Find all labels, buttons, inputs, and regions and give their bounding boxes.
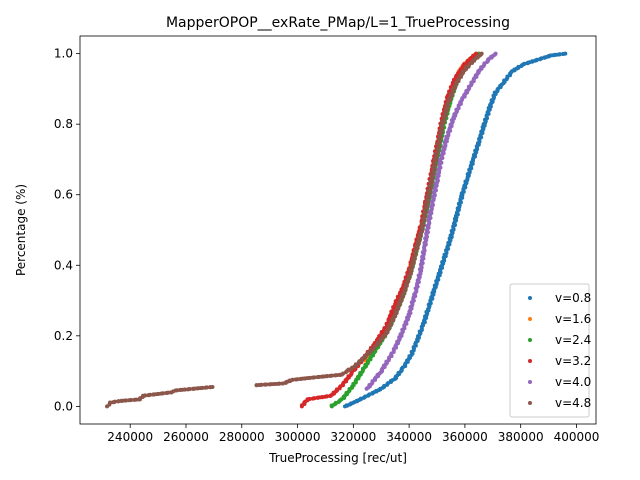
series-v=4.0 [364, 51, 498, 391]
legend-marker [528, 380, 532, 384]
data-point [563, 51, 568, 56]
legend-label: v=2.4 [555, 333, 591, 347]
data-point [156, 391, 161, 396]
data-point [367, 392, 372, 397]
data-point [166, 390, 171, 395]
data-point [307, 375, 312, 380]
x-tick-label: 320000 [330, 430, 376, 444]
data-point [317, 374, 322, 379]
series-v=0.8 [342, 51, 568, 409]
legend: v=0.8 v=1.6 v=2.4 v=3.2 v=4.0 v=4.8 [509, 283, 591, 418]
x-axis: 240000 260000 280000 300000 320000 340000 3600… [107, 424, 599, 444]
data-point [129, 397, 134, 402]
data-point [329, 373, 334, 378]
data-point [307, 396, 312, 401]
data-point [116, 399, 121, 404]
data-point [175, 388, 180, 393]
chart-title: MapperOPOP__exRate_PMap/L=1_TrueProcessi… [166, 15, 510, 31]
data-point [161, 391, 166, 396]
data-point [312, 396, 317, 401]
legend-label: v=0.8 [555, 291, 591, 305]
data-point [112, 399, 117, 404]
legend-label: v=1.6 [555, 312, 591, 326]
y-tick-label: 1.0 [54, 47, 73, 61]
data-point [557, 52, 562, 57]
series-v=4.8 [105, 51, 484, 409]
legend-marker [528, 296, 532, 300]
y-tick-label: 0.0 [54, 399, 73, 413]
y-tick-label: 0.2 [54, 329, 73, 343]
x-tick-label: 360000 [442, 430, 488, 444]
legend-marker [528, 338, 532, 342]
data-point [333, 400, 338, 405]
x-tick-label: 300000 [275, 430, 321, 444]
data-point [325, 394, 330, 399]
legend-marker [528, 317, 532, 321]
data-point [200, 385, 205, 390]
data-point [295, 377, 300, 382]
data-point [534, 57, 539, 62]
data-point [264, 382, 269, 387]
plot-area [105, 51, 568, 409]
data-point [312, 375, 317, 380]
y-axis: 0.0 0.2 0.4 0.6 0.8 1.0 [54, 47, 80, 413]
data-point [280, 381, 285, 386]
data-point [325, 374, 330, 379]
data-point [124, 398, 129, 403]
x-tick-label: 260000 [163, 430, 209, 444]
x-tick-label: 380000 [498, 430, 544, 444]
data-point [522, 61, 527, 66]
legend-label: v=3.2 [555, 354, 591, 368]
data-point [143, 393, 148, 398]
x-tick-label: 340000 [386, 430, 432, 444]
data-point [474, 51, 479, 56]
x-axis-label: TrueProcessing [rec/ut] [268, 451, 407, 465]
data-point [479, 51, 484, 56]
data-point [205, 385, 210, 390]
data-point [346, 367, 351, 372]
data-point [148, 392, 153, 397]
legend-label: v=4.0 [555, 375, 591, 389]
y-tick-label: 0.4 [54, 258, 73, 272]
plot-frame [79, 35, 597, 425]
data-point [187, 387, 192, 392]
legend-label: v=4.8 [555, 396, 591, 410]
x-tick-label: 400000 [554, 430, 600, 444]
data-point [182, 387, 187, 392]
y-tick-label: 0.6 [54, 188, 73, 202]
data-point [553, 52, 558, 57]
data-point [290, 377, 295, 382]
x-tick-label: 240000 [107, 430, 153, 444]
data-point [108, 400, 113, 405]
x-tick-label: 280000 [219, 430, 265, 444]
legend-marker [528, 401, 532, 405]
y-tick-label: 0.8 [54, 117, 73, 131]
data-point [277, 381, 282, 386]
legend-marker [528, 359, 532, 363]
data-point [493, 51, 498, 56]
data-point [210, 384, 215, 389]
data-point [259, 382, 264, 387]
y-axis-label: Percentage (%) [14, 184, 28, 276]
